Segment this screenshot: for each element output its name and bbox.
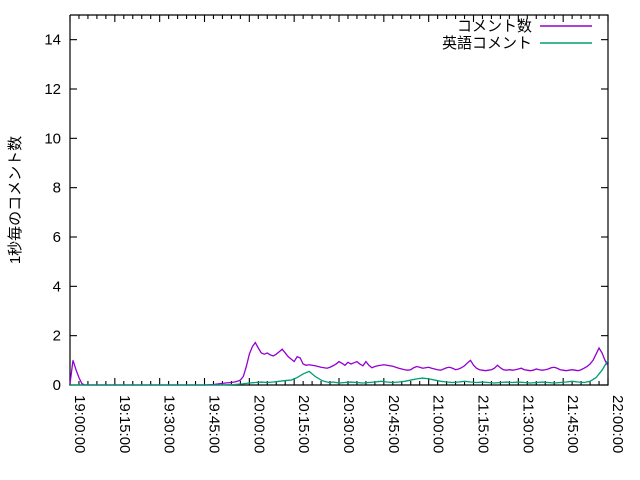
- x-tick-label: 19:00:00: [71, 395, 88, 453]
- legend-label-2: 英語コメント: [442, 34, 532, 52]
- y-tick-label: 6: [53, 229, 61, 246]
- y-tick-label: 4: [53, 278, 61, 295]
- x-tick-label: 20:45:00: [385, 395, 402, 453]
- series-lines: [69, 341, 609, 386]
- x-tick-label: 20:15:00: [295, 395, 312, 453]
- x-tick-label: 21:30:00: [519, 395, 536, 453]
- plot-border: [69, 14, 609, 386]
- x-tick-label: 19:30:00: [161, 395, 178, 453]
- x-tick-label: 21:45:00: [564, 395, 581, 453]
- x-tick-label: 19:45:00: [206, 395, 223, 453]
- x-tick-label: 20:30:00: [340, 395, 357, 453]
- x-tick-label: 19:15:00: [116, 395, 133, 453]
- y-tick-label: 10: [44, 130, 61, 147]
- x-tick-label: 22:00:00: [609, 395, 626, 453]
- y-axis-label-text: 1秒毎のコメント数: [7, 136, 24, 264]
- y-tick-label: 14: [44, 32, 61, 49]
- y-axis-ticks: 0 2 4 6 8 10 12 14: [44, 32, 608, 394]
- legend-label-1: コメント数: [457, 18, 532, 35]
- y-axis-label: 1秒毎のコメント数: [7, 136, 24, 264]
- series-line-2: [70, 359, 609, 386]
- y-tick-label: 0: [53, 377, 61, 394]
- y-tick-label: 12: [44, 81, 61, 98]
- x-axis-ticks: 19:00:00 19:15:00 19:30:00 19:45:00 20:00:00…: [69, 15, 626, 453]
- x-tick-label: 20:00:00: [250, 395, 267, 453]
- y-tick-label: 2: [53, 328, 61, 345]
- x-tick-label: 21:00:00: [430, 395, 447, 453]
- y-tick-label: 8: [53, 180, 61, 197]
- x-tick-label: 21:15:00: [475, 395, 492, 453]
